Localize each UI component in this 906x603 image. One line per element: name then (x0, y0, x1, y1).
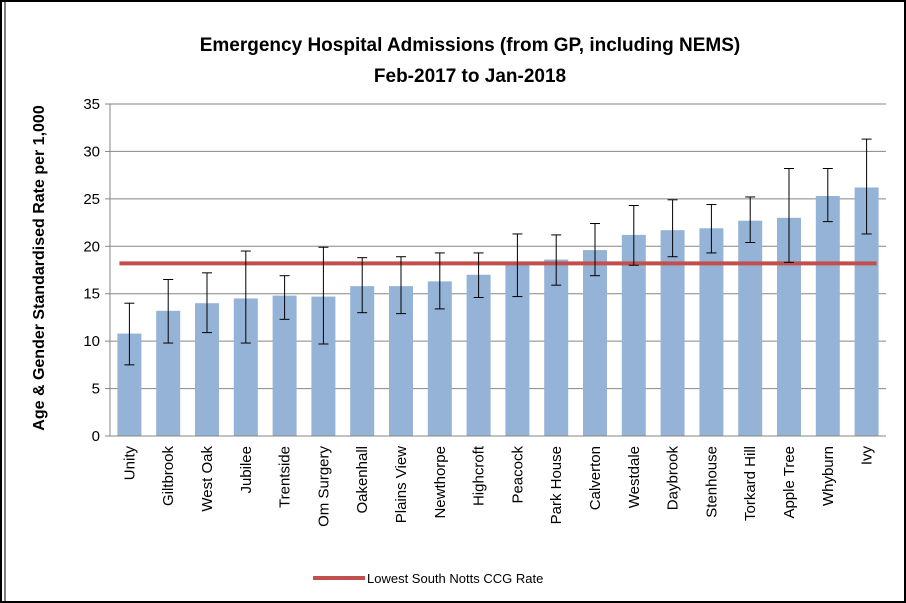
x-tick-label: Jubilee (238, 446, 255, 494)
bar (544, 259, 569, 436)
x-tick-label: Stenhouse (703, 446, 720, 518)
bar (466, 274, 491, 436)
x-tick-label: Westdale (626, 446, 643, 508)
y-tick-label: 0 (92, 428, 100, 445)
bar (815, 196, 840, 436)
x-tick-label: Whyburn (820, 446, 837, 506)
x-tick-label: Highcroft (471, 445, 488, 506)
chart-title: Emergency Hospital Admissions (from GP, … (200, 35, 741, 56)
x-tick-label: Unity (121, 446, 138, 481)
x-tick-label: Apple Tree (781, 446, 798, 519)
bar (583, 250, 607, 436)
bar (738, 220, 763, 436)
x-tick-label: Giltbrook (160, 446, 177, 507)
y-tick-label: 20 (83, 238, 100, 255)
y-tick-label: 35 (83, 96, 100, 113)
y-tick-label: 25 (83, 191, 100, 208)
x-tick-label: Om Surgery (315, 446, 332, 527)
x-tick-label: Newthorpe (432, 446, 449, 519)
x-tick-label: Peacock (509, 446, 526, 504)
x-tick-label: West Oak (199, 446, 216, 512)
bar (117, 333, 142, 436)
x-tick-label: Torkard Hill (742, 446, 759, 521)
bar (233, 298, 258, 436)
x-tick-label: Calverton (587, 446, 604, 510)
bar (621, 234, 646, 436)
y-axis-label: Age & Gender Standardised Rate per 1,000 (31, 105, 48, 431)
y-tick-label: 30 (83, 143, 100, 160)
x-tick-label: Park House (548, 446, 565, 524)
y-tick-label: 5 (92, 381, 100, 398)
chart-subtitle: Feb-2017 to Jan-2018 (374, 66, 566, 87)
x-tick-label: Daybrook (665, 446, 682, 511)
bar (699, 228, 724, 436)
x-tick-label: Trentside (277, 446, 294, 508)
x-tick-label: Oakenhall (354, 446, 371, 514)
y-tick-label: 15 (83, 286, 100, 303)
bar (660, 230, 685, 436)
legend-label: Lowest South Notts CCG Rate (367, 571, 543, 586)
y-tick-label: 10 (83, 333, 100, 350)
x-tick-label: Plains View (393, 446, 410, 523)
x-tick-label: Ivy (859, 446, 876, 466)
